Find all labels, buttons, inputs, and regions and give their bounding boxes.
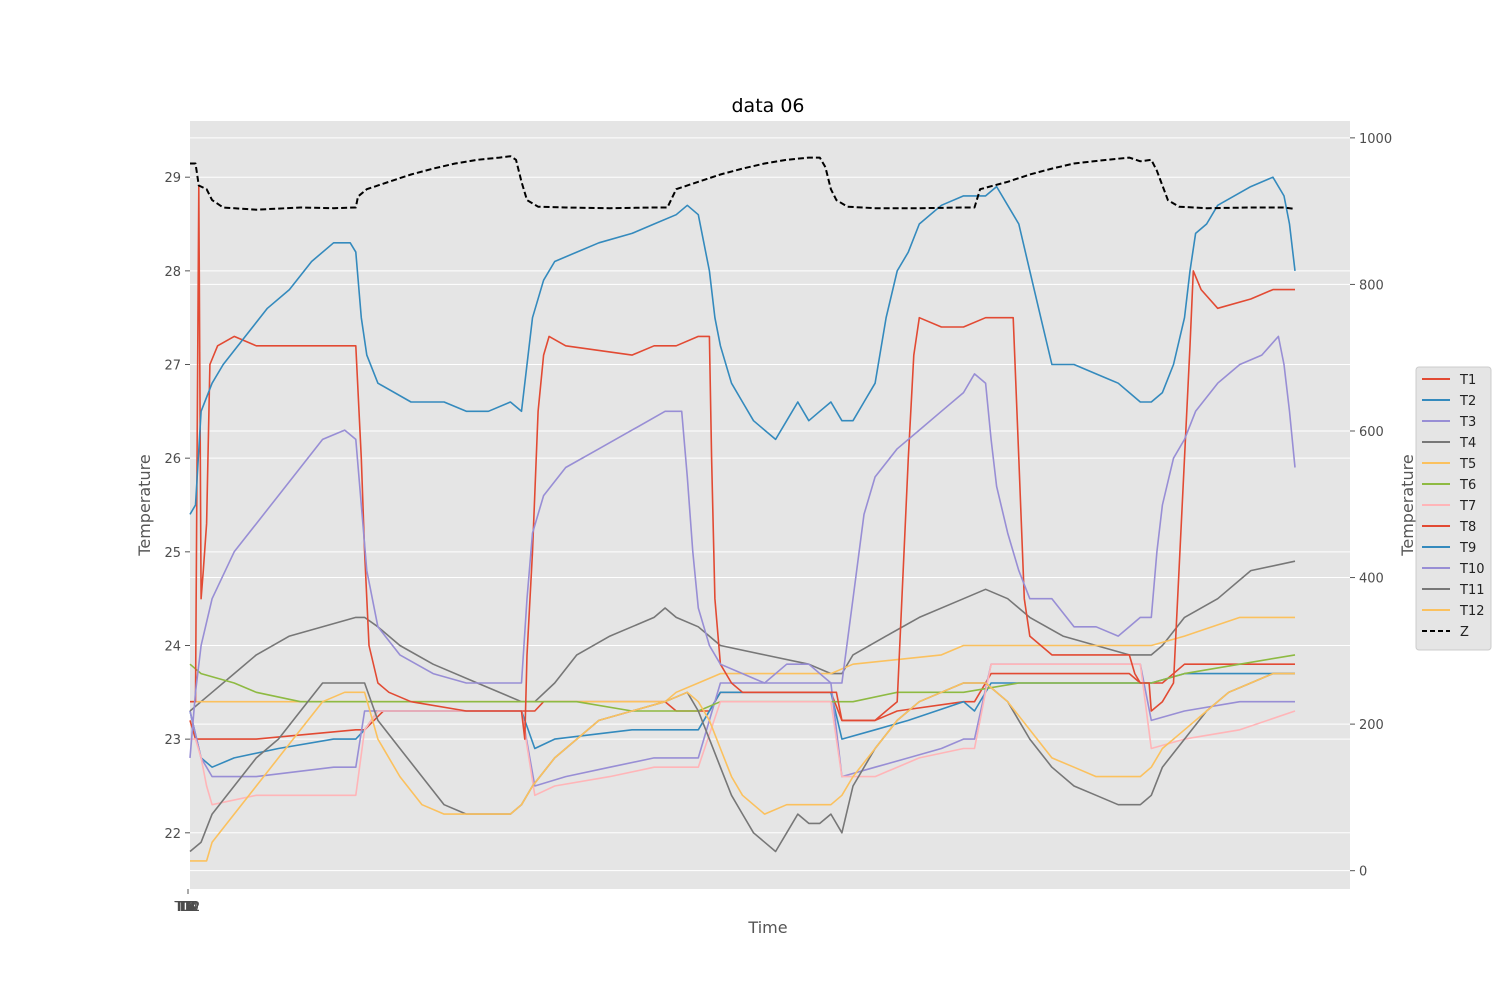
right-y-axis-label: Temperature [1398, 454, 1417, 556]
legend: T1 T2 T3 T4 T5 T6 T7 T8 T9 T10 T11 T12 Z [1415, 366, 1492, 651]
series-line-t9 [189, 176, 1296, 515]
legend-label-t9: T9 [1459, 541, 1476, 556]
left-axis: 22 23 24 25 26 27 28 29 [164, 171, 190, 842]
series-line-t8 [190, 185, 1295, 740]
chart-title: data 06 [731, 95, 804, 117]
right-axis: 0 200 400 600 800 1000 [1350, 132, 1392, 880]
plot-area [190, 121, 1350, 889]
x-tick-label: T3 [178, 900, 195, 915]
legend-label-t1: T1 [1459, 373, 1476, 388]
x-tick-label: T4 [179, 900, 196, 915]
legend-label-t12: T12 [1459, 604, 1484, 619]
series-layer [189, 155, 1296, 862]
left-tick-label: 25 [164, 546, 181, 561]
series-line-t11 [189, 672, 1295, 853]
right-tick-label: 400 [1359, 572, 1384, 587]
left-tick-label: 22 [164, 827, 181, 842]
legend-label-t2: T2 [1459, 394, 1476, 409]
series-line-z [190, 155, 1296, 211]
x-tick-label: T5 [177, 900, 194, 915]
x-tick-label: T9 [177, 900, 194, 915]
x-tick-label: T7 [178, 900, 195, 915]
x-tick-label: T10 [173, 900, 198, 915]
left-tick-label: 28 [164, 265, 181, 280]
left-tick-label: 26 [164, 452, 181, 467]
x-axis-label: Time [747, 918, 787, 937]
legend-label-z: Z [1460, 625, 1469, 640]
x-tick-label: T1 [177, 900, 194, 915]
x-tick-label: T2 [178, 900, 195, 915]
x-tick-label: T8 [179, 900, 196, 915]
series-line-t12 [190, 672, 1295, 862]
x-tick-label: T11 [174, 900, 199, 915]
legend-label-t6: T6 [1459, 478, 1476, 493]
right-tick-label: 800 [1359, 278, 1384, 293]
legend-label-t8: T8 [1459, 520, 1476, 535]
legend-label-t10: T10 [1459, 562, 1484, 577]
legend-label-t5: T5 [1459, 457, 1476, 472]
left-tick-label: 23 [164, 733, 181, 748]
series-line-t6 [189, 654, 1296, 712]
legend-box [1415, 366, 1492, 651]
right-tick-label: 200 [1359, 718, 1384, 733]
left-tick-label: 24 [164, 639, 181, 654]
series-line-t2 [189, 672, 1295, 769]
left-tick-label: 27 [164, 359, 181, 374]
series-line-t7 [190, 663, 1296, 806]
right-tick-label: 0 [1359, 865, 1367, 880]
left-tick-label: 29 [164, 171, 181, 186]
x-tick-label: T12 [175, 900, 200, 915]
legend-label-t3: T3 [1459, 415, 1476, 430]
series-line-t10 [189, 335, 1296, 758]
right-tick-label: 600 [1359, 425, 1384, 440]
right-tick-label: 1000 [1359, 132, 1392, 147]
legend-label-t7: T7 [1459, 499, 1476, 514]
legend-label-t4: T4 [1459, 436, 1476, 451]
legend-label-t11: T11 [1459, 583, 1484, 598]
grid [190, 137, 1350, 872]
left-y-axis-label: Temperature [135, 454, 154, 556]
x-tick-label: T6 [178, 900, 195, 915]
series-line-t4 [189, 560, 1296, 712]
